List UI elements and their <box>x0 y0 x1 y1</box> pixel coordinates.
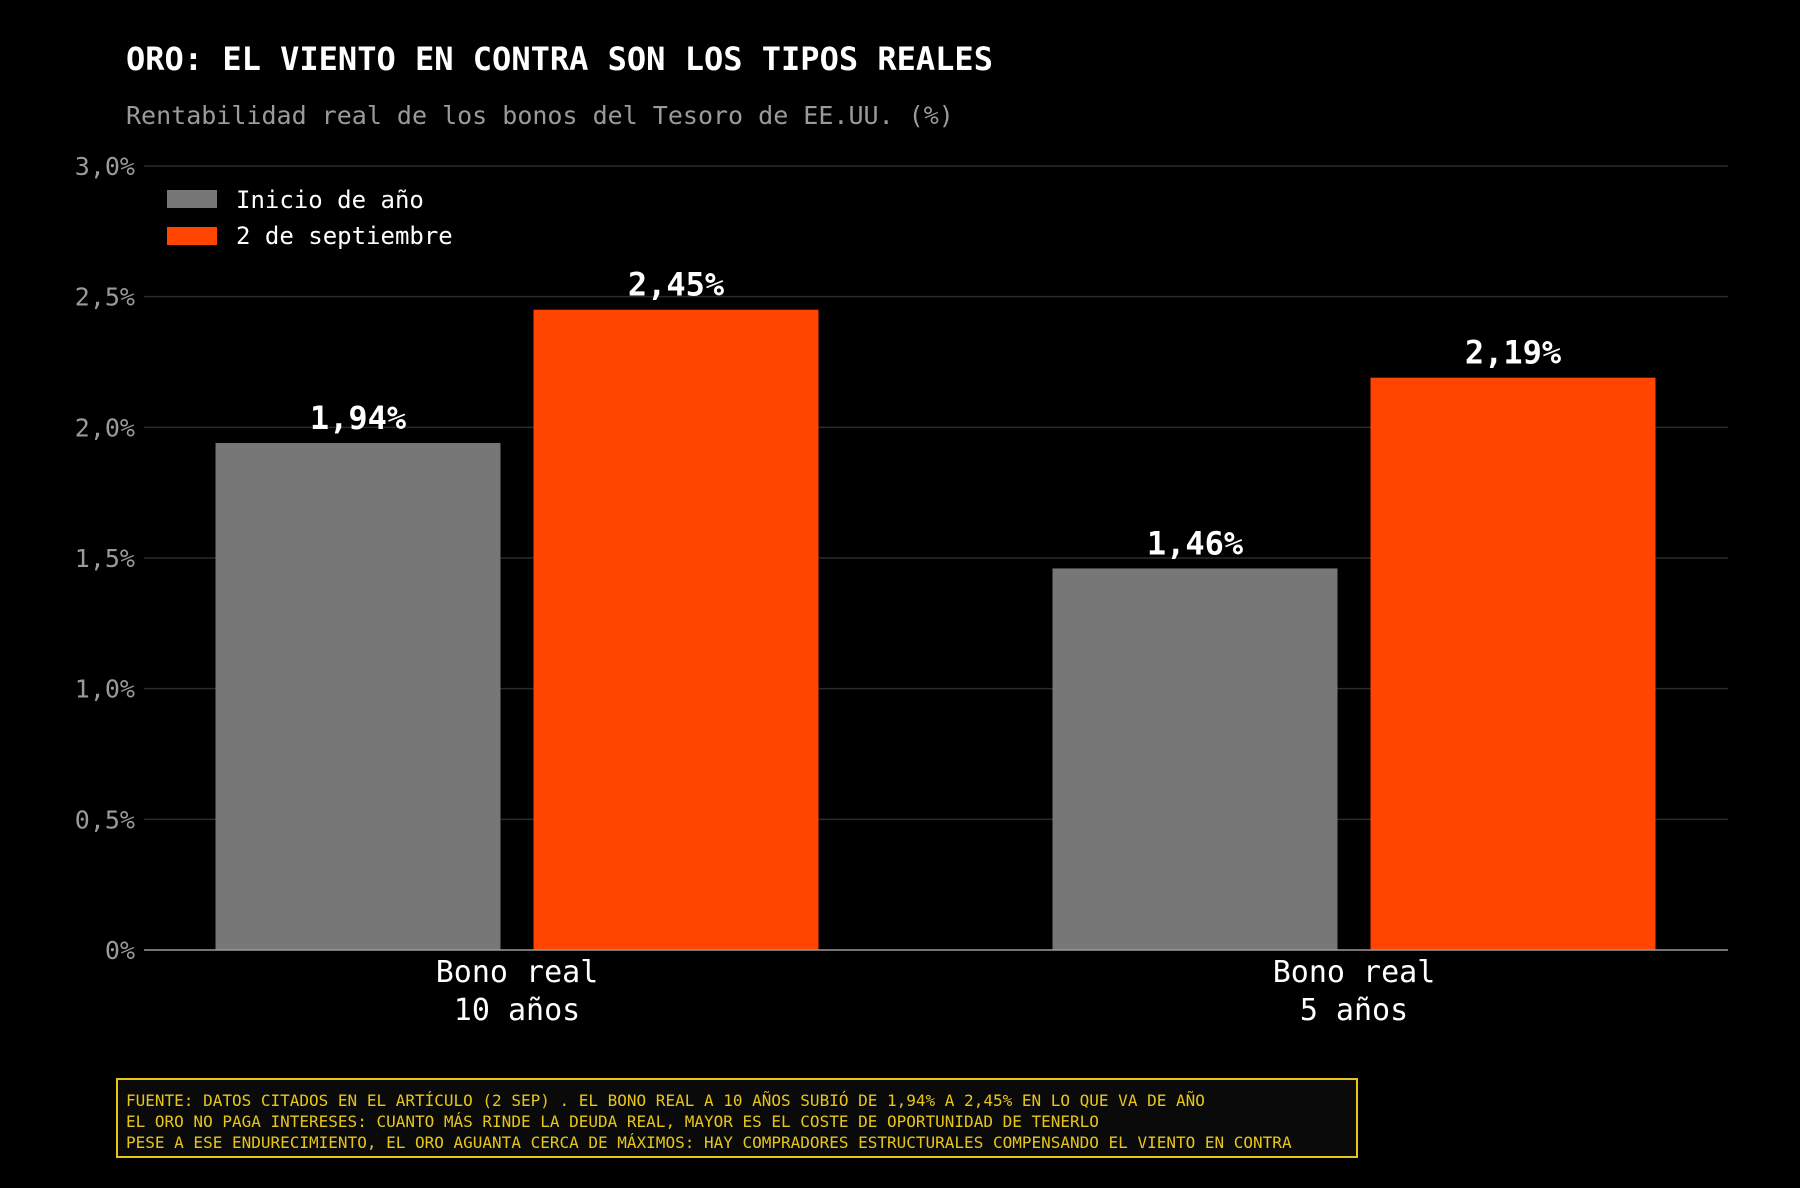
bar <box>1052 568 1338 950</box>
legend-swatch-septiembre <box>167 227 217 245</box>
legend-swatch-inicio <box>167 190 217 208</box>
value-label: 2,45% <box>628 266 725 304</box>
y-tick-label: 0% <box>105 936 135 965</box>
y-tick-label: 2,0% <box>75 413 135 442</box>
y-tick-label: 2,5% <box>75 283 135 312</box>
value-label: 1,94% <box>310 399 407 437</box>
y-axis-ticks: 0% 0,5% 1,0% 1,5% 2,0% 2,5% 3,0% <box>75 152 135 965</box>
bar <box>533 309 819 950</box>
y-tick-label: 1,5% <box>75 544 135 573</box>
legend: Inicio de año 2 de septiembre <box>167 186 453 250</box>
y-tick-label: 0,5% <box>75 805 135 834</box>
x-tick-label: 10 años <box>454 993 580 1028</box>
bar <box>215 443 501 950</box>
y-tick-label: 1,0% <box>75 675 135 704</box>
chart-subtitle: Rentabilidad real de los bonos del Tesor… <box>126 101 954 130</box>
source-footnote: FUENTE: DATOS CITADOS EN EL ARTÍCULO (2 … <box>116 1078 1358 1158</box>
footnote-line-2: EL ORO NO PAGA INTERESES: CUANTO MÁS RIN… <box>126 1112 1099 1131</box>
x-tick-label: 5 años <box>1300 993 1408 1028</box>
value-label: 1,46% <box>1147 524 1244 562</box>
x-tick-label: Bono real <box>436 955 599 990</box>
footnote-line-3: PESE A ESE ENDURECIMIENTO, EL ORO AGUANT… <box>126 1133 1292 1152</box>
x-tick-label: Bono real <box>1273 955 1436 990</box>
legend-label-septiembre: 2 de septiembre <box>236 222 453 250</box>
value-labels: 1,94% 2,45% 1,46% 2,19% <box>310 266 1562 563</box>
chart-title: ORO: EL VIENTO EN CONTRA SON LOS TIPOS R… <box>126 40 993 78</box>
value-label: 2,19% <box>1465 334 1562 372</box>
legend-label-inicio: Inicio de año <box>236 186 424 214</box>
footnote-line-1: FUENTE: DATOS CITADOS EN EL ARTÍCULO (2 … <box>126 1091 1205 1110</box>
bars <box>215 309 1656 950</box>
bar <box>1370 377 1656 950</box>
y-tick-label: 3,0% <box>75 152 135 181</box>
